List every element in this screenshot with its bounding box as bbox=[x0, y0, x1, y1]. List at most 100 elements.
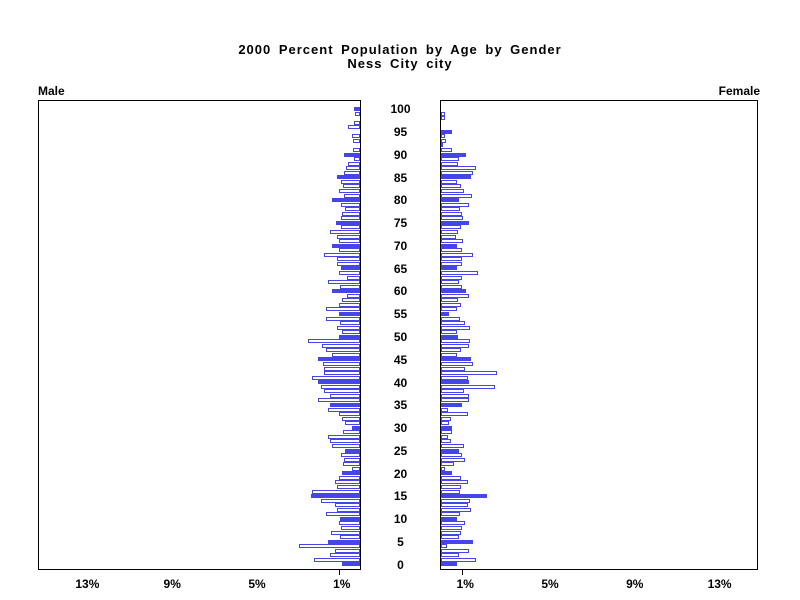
female-bar-age-87 bbox=[441, 166, 476, 171]
female-bar-age-66 bbox=[441, 261, 463, 266]
age-tick-label-60: 60 bbox=[393, 284, 408, 299]
female-bar-age-57 bbox=[441, 302, 462, 307]
male-bar-age-42 bbox=[323, 371, 360, 376]
female-bar-age-13 bbox=[441, 503, 468, 508]
male-axis-label-1pct: 1% bbox=[333, 577, 351, 591]
female-bar-age-10 bbox=[441, 516, 457, 521]
male-bar-age-5 bbox=[328, 539, 360, 544]
female-bar-age-26 bbox=[441, 444, 465, 449]
male-bar-age-21 bbox=[351, 466, 360, 471]
male-bar-age-19 bbox=[338, 475, 360, 480]
male-bar-age-65 bbox=[340, 266, 360, 271]
male-bar-age-16 bbox=[312, 489, 360, 494]
male-bar-age-33 bbox=[338, 412, 360, 417]
female-bar-age-20 bbox=[441, 471, 452, 476]
female-bar-age-35 bbox=[441, 403, 463, 408]
male-bar-age-10 bbox=[339, 516, 360, 521]
female-bar-age-92 bbox=[441, 143, 444, 148]
age-tick-label-45: 45 bbox=[393, 352, 408, 367]
male-bar-age-69 bbox=[338, 248, 360, 253]
male-axis-label-5pct: 5% bbox=[248, 577, 266, 591]
male-bar-age-24 bbox=[340, 453, 360, 458]
male-bar-age-89 bbox=[353, 157, 360, 162]
female-bar-age-45 bbox=[441, 357, 471, 362]
male-bar-age-1 bbox=[314, 557, 360, 562]
female-bar-age-25 bbox=[441, 448, 460, 453]
female-bar-age-24 bbox=[441, 453, 463, 458]
male-bar-age-41 bbox=[312, 375, 360, 380]
male-bar-age-29 bbox=[343, 430, 360, 435]
male-bar-age-18 bbox=[334, 480, 360, 485]
female-axis-tick-1pct bbox=[462, 570, 464, 575]
male-bar-age-63 bbox=[347, 275, 360, 280]
age-tick-label-90: 90 bbox=[393, 147, 408, 162]
female-bar-age-82 bbox=[441, 188, 465, 193]
female-bar-age-56 bbox=[441, 307, 457, 312]
male-bar-age-43 bbox=[323, 366, 360, 371]
female-bar-age-41 bbox=[441, 375, 468, 380]
male-bar-age-40 bbox=[317, 380, 360, 385]
age-tick-label-70: 70 bbox=[393, 238, 408, 253]
male-bar-age-74 bbox=[340, 225, 360, 230]
male-bar-age-7 bbox=[331, 530, 360, 535]
female-bar-age-61 bbox=[441, 284, 463, 289]
female-bar-age-2 bbox=[441, 553, 460, 558]
female-bar-age-63 bbox=[441, 275, 463, 280]
male-bar-age-56 bbox=[326, 307, 360, 312]
female-bar-age-85 bbox=[441, 175, 471, 180]
male-bar-age-34 bbox=[328, 407, 360, 412]
female-bar-age-4 bbox=[441, 544, 448, 549]
male-bar-age-45 bbox=[317, 357, 360, 362]
male-bar-age-81 bbox=[344, 193, 360, 198]
male-bar-age-86 bbox=[344, 170, 360, 175]
male-bar-age-26 bbox=[332, 444, 360, 449]
female-bar-age-43 bbox=[441, 366, 466, 371]
male-bar-age-37 bbox=[330, 393, 360, 398]
male-bar-age-77 bbox=[341, 211, 360, 216]
female-bar-age-78 bbox=[441, 207, 461, 212]
female-bar-age-14 bbox=[441, 498, 470, 503]
age-tick-label-10: 10 bbox=[393, 512, 408, 527]
female-bar-age-7 bbox=[441, 530, 462, 535]
female-bar-age-98 bbox=[441, 116, 446, 121]
chart-subtitle: Ness City city bbox=[347, 56, 453, 71]
female-bar-age-72 bbox=[441, 234, 456, 239]
age-tick-label-100: 100 bbox=[390, 102, 411, 117]
female-bar-age-49 bbox=[441, 339, 470, 344]
female-bar-age-80 bbox=[441, 198, 460, 203]
male-bar-age-88 bbox=[348, 161, 360, 166]
male-bar-age-23 bbox=[344, 457, 360, 462]
female-bar-age-23 bbox=[441, 457, 466, 462]
male-bar-age-75 bbox=[335, 220, 360, 225]
female-axis-label-5pct: 5% bbox=[541, 577, 559, 591]
female-bar-age-84 bbox=[441, 179, 457, 184]
female-bar-age-19 bbox=[441, 475, 462, 480]
female-bar-age-22 bbox=[441, 462, 454, 467]
female-bar-age-8 bbox=[441, 526, 463, 530]
age-tick-label-25: 25 bbox=[393, 443, 408, 458]
age-tick-label-55: 55 bbox=[393, 307, 408, 322]
male-bar-age-46 bbox=[332, 352, 360, 357]
female-bar-age-93 bbox=[441, 138, 447, 143]
female-bar-age-74 bbox=[441, 225, 462, 230]
male-bar-age-72 bbox=[336, 234, 360, 239]
female-bar-age-34 bbox=[441, 407, 449, 412]
male-bar-age-12 bbox=[336, 507, 360, 512]
female-bar-age-1 bbox=[441, 557, 476, 562]
female-bar-age-38 bbox=[441, 389, 465, 394]
female-bar-age-0 bbox=[441, 562, 457, 567]
male-bar-age-17 bbox=[336, 485, 360, 490]
male-bar-age-84 bbox=[340, 179, 360, 184]
male-bar-age-0 bbox=[341, 562, 360, 567]
age-tick-label-20: 20 bbox=[393, 466, 408, 481]
male-bar-age-25 bbox=[345, 448, 360, 453]
male-bar-age-44 bbox=[322, 362, 360, 367]
female-bar-age-47 bbox=[441, 348, 462, 353]
female-bar-age-70 bbox=[441, 243, 457, 248]
male-bar-age-48 bbox=[321, 343, 360, 348]
male-bar-age-82 bbox=[338, 188, 360, 193]
male-bar-age-4 bbox=[298, 544, 360, 549]
female-bar-age-53 bbox=[441, 321, 466, 326]
female-bar-age-90 bbox=[441, 152, 467, 157]
